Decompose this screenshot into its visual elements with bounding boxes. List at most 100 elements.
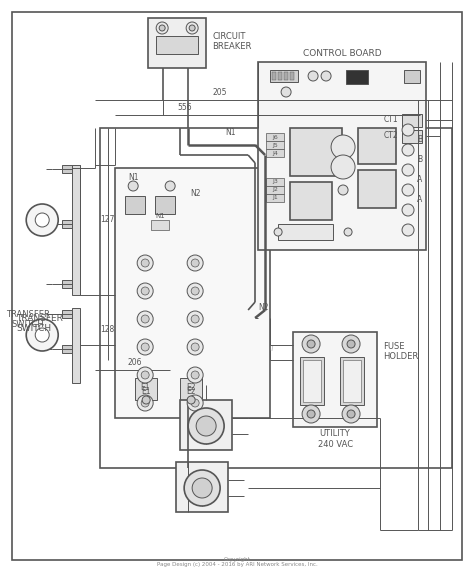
- Circle shape: [128, 181, 138, 191]
- Bar: [62, 310, 72, 318]
- Circle shape: [35, 213, 49, 227]
- Text: 206: 206: [128, 358, 142, 367]
- Text: N1: N1: [155, 213, 165, 219]
- Circle shape: [281, 87, 291, 97]
- Bar: [72, 308, 80, 383]
- Text: E1: E1: [141, 388, 151, 396]
- Text: CONTROL BOARD: CONTROL BOARD: [303, 48, 382, 58]
- Circle shape: [402, 204, 414, 216]
- Circle shape: [137, 283, 153, 299]
- Bar: [125, 196, 145, 214]
- Circle shape: [347, 340, 355, 348]
- Text: J3: J3: [272, 180, 278, 184]
- Circle shape: [302, 335, 320, 353]
- Circle shape: [187, 339, 203, 355]
- Text: J2: J2: [272, 188, 278, 192]
- Bar: [156, 36, 198, 54]
- Circle shape: [402, 164, 414, 176]
- Bar: [62, 220, 72, 228]
- Circle shape: [137, 311, 153, 327]
- Text: J1: J1: [272, 195, 278, 200]
- Circle shape: [35, 328, 49, 342]
- Circle shape: [274, 228, 282, 236]
- Circle shape: [308, 71, 318, 81]
- Text: N2: N2: [258, 304, 269, 313]
- Bar: [180, 378, 202, 400]
- Bar: [62, 280, 72, 288]
- Text: SWITCH: SWITCH: [16, 324, 51, 333]
- Bar: [266, 149, 284, 157]
- Circle shape: [187, 395, 203, 411]
- Circle shape: [191, 287, 199, 295]
- Circle shape: [402, 124, 414, 136]
- Bar: [176, 462, 228, 512]
- Bar: [115, 168, 270, 418]
- Circle shape: [26, 204, 58, 236]
- Bar: [266, 178, 284, 186]
- Bar: [266, 141, 284, 149]
- Circle shape: [191, 399, 199, 407]
- Text: CT2: CT2: [383, 131, 398, 141]
- Circle shape: [402, 144, 414, 156]
- Text: E2: E2: [186, 384, 196, 392]
- Bar: [343, 360, 361, 402]
- Bar: [278, 72, 282, 80]
- Circle shape: [141, 343, 149, 351]
- Circle shape: [184, 470, 220, 506]
- Circle shape: [342, 405, 360, 423]
- Circle shape: [142, 396, 150, 404]
- Text: A: A: [418, 176, 423, 184]
- Text: 127: 127: [100, 215, 114, 225]
- Circle shape: [187, 311, 203, 327]
- Circle shape: [191, 371, 199, 379]
- Bar: [300, 357, 324, 405]
- Text: 128: 128: [100, 325, 114, 335]
- Circle shape: [137, 339, 153, 355]
- Circle shape: [331, 155, 355, 179]
- Circle shape: [141, 259, 149, 267]
- Circle shape: [187, 367, 203, 383]
- Bar: [135, 378, 157, 400]
- Bar: [266, 186, 284, 194]
- Text: Copyright
Page Design (c) 2004 - 2016 by ARI Network Services, Inc.: Copyright Page Design (c) 2004 - 2016 by…: [157, 556, 318, 567]
- Circle shape: [342, 335, 360, 353]
- Text: N1: N1: [225, 128, 236, 137]
- Circle shape: [159, 25, 165, 31]
- Circle shape: [165, 181, 175, 191]
- Bar: [303, 360, 321, 402]
- Circle shape: [187, 255, 203, 271]
- Bar: [148, 18, 206, 68]
- Circle shape: [141, 315, 149, 323]
- Bar: [258, 62, 426, 250]
- Circle shape: [186, 22, 198, 34]
- Text: FUSE
HOLDER: FUSE HOLDER: [383, 342, 418, 361]
- Text: TRANSFER
SWITCH: TRANSFER SWITCH: [6, 310, 50, 329]
- Text: E2: E2: [186, 388, 196, 396]
- Bar: [346, 70, 368, 84]
- Circle shape: [187, 396, 195, 404]
- Circle shape: [191, 315, 199, 323]
- Circle shape: [26, 319, 58, 351]
- Text: B: B: [418, 156, 423, 165]
- Text: CT1: CT1: [383, 116, 398, 124]
- Circle shape: [402, 224, 414, 236]
- Circle shape: [141, 371, 149, 379]
- Circle shape: [141, 287, 149, 295]
- Circle shape: [307, 410, 315, 418]
- Text: 205: 205: [213, 88, 228, 97]
- Bar: [293, 332, 377, 427]
- Circle shape: [302, 405, 320, 423]
- Text: J6: J6: [272, 135, 278, 139]
- Circle shape: [338, 185, 348, 195]
- Circle shape: [402, 184, 414, 196]
- Bar: [284, 72, 288, 80]
- Circle shape: [347, 410, 355, 418]
- Circle shape: [196, 416, 216, 436]
- Circle shape: [137, 255, 153, 271]
- Text: A: A: [418, 195, 423, 204]
- Circle shape: [191, 259, 199, 267]
- Circle shape: [307, 340, 315, 348]
- Bar: [62, 165, 72, 173]
- Bar: [270, 70, 298, 82]
- Bar: [340, 357, 364, 405]
